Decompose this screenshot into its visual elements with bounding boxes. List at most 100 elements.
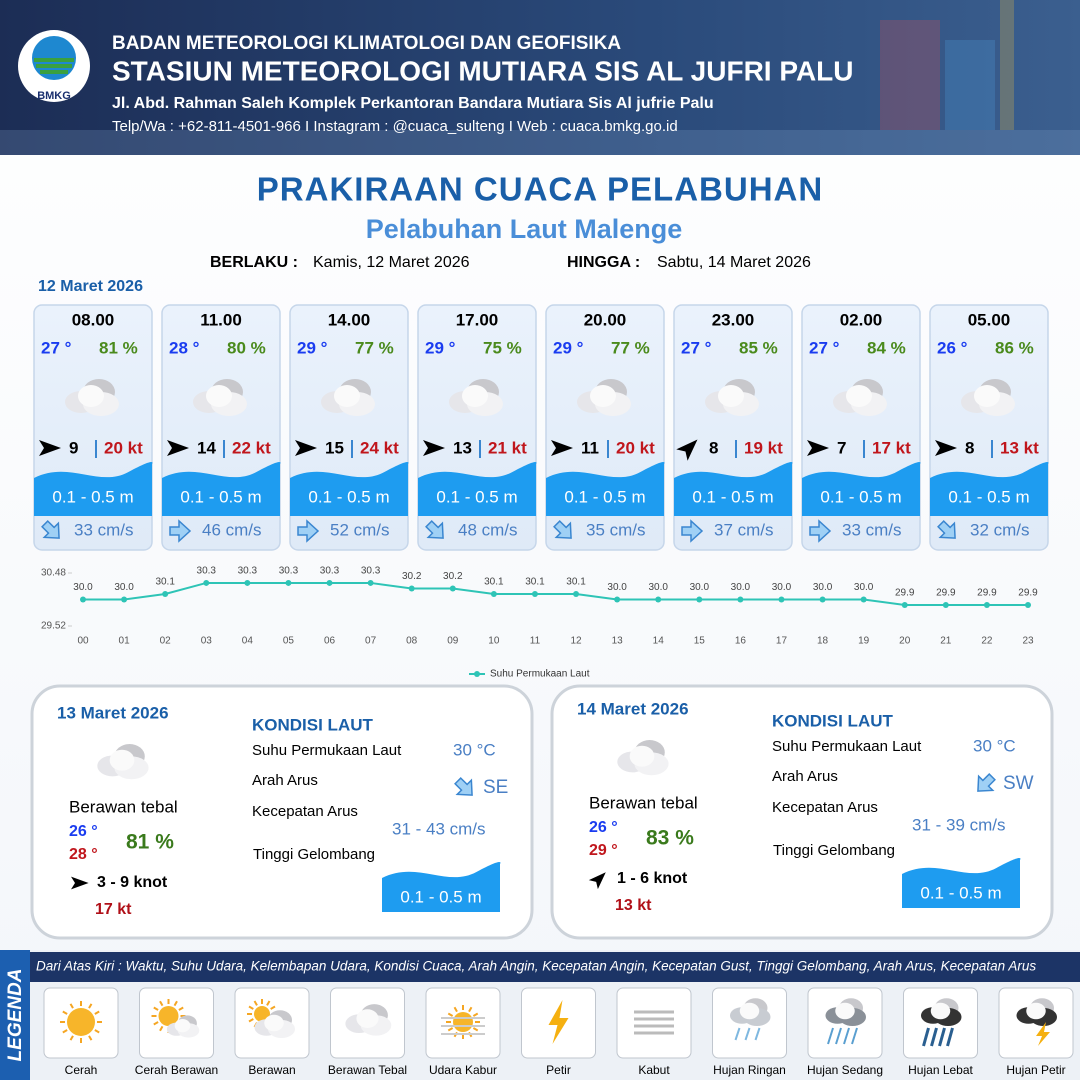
current-arrow bbox=[937, 520, 956, 539]
legend-title: LEGENDA bbox=[5, 969, 26, 1062]
value-label: 30.0 bbox=[648, 582, 668, 593]
sst-point bbox=[203, 579, 210, 586]
direction-arrow bbox=[71, 876, 89, 890]
sst-line bbox=[83, 581, 1028, 607]
sun-ray bbox=[94, 1029, 100, 1034]
x-tick-label: 19 bbox=[858, 636, 870, 647]
value-label: 30.0 bbox=[731, 582, 751, 593]
sst-point bbox=[942, 602, 949, 609]
value-label: 29.9 bbox=[936, 588, 956, 599]
direction-arrow bbox=[676, 439, 698, 461]
value-label: 30.0 bbox=[813, 582, 833, 593]
slot-current: 33 cm/s bbox=[74, 520, 134, 539]
slot-wind: 8 bbox=[709, 438, 718, 457]
agency: BADAN METEOROLOGI KLIMATOLOGI DAN GEOFIS… bbox=[112, 33, 621, 54]
cloud-part bbox=[356, 1009, 379, 1028]
sun-disc bbox=[158, 1006, 179, 1026]
wave-area bbox=[34, 462, 153, 516]
sun-ray bbox=[159, 1025, 164, 1032]
current-arrow bbox=[169, 519, 192, 543]
sun-ray bbox=[447, 1012, 454, 1017]
rain bbox=[744, 1027, 751, 1041]
day-gust: 17 kt bbox=[95, 901, 132, 918]
value-label: 30.3 bbox=[197, 566, 217, 577]
slot-gust: 20 kt bbox=[104, 438, 143, 457]
x-tick-label: 00 bbox=[77, 636, 89, 647]
day-weather: Berawan tebal bbox=[69, 797, 178, 816]
rain bbox=[827, 1027, 834, 1045]
weather-icon bbox=[617, 740, 669, 776]
x-tick-label: 14 bbox=[653, 636, 665, 647]
x-tick-label: 01 bbox=[119, 636, 131, 647]
slot-wind: 14 bbox=[197, 438, 216, 457]
sst-point bbox=[1025, 602, 1031, 609]
value-label: 30.0 bbox=[114, 582, 134, 593]
rain bbox=[930, 1027, 938, 1047]
sun-ray bbox=[253, 1000, 258, 1006]
day-temp-max: 28 ° bbox=[69, 846, 98, 863]
x-tick-label: 12 bbox=[570, 636, 582, 647]
slot-time: 23.00 bbox=[712, 310, 755, 329]
day-wave-value: 0.1 - 0.5 m bbox=[400, 887, 481, 906]
day-temp-max: 29 ° bbox=[589, 842, 618, 859]
slot-wave: 0.1 - 0.5 m bbox=[180, 487, 261, 506]
slot-wave: 0.1 - 0.5 m bbox=[436, 487, 517, 506]
weather-icon bbox=[449, 379, 503, 416]
sst-point bbox=[244, 579, 251, 586]
y-tick-label: 30.48 bbox=[41, 568, 66, 579]
legend-item-label: Berawan bbox=[248, 1063, 295, 1077]
rain bbox=[851, 1027, 858, 1045]
sun-ray bbox=[69, 1003, 74, 1009]
slot-wave: 0.1 - 0.5 m bbox=[52, 487, 133, 506]
day1-date: 12 Maret 2026 bbox=[38, 278, 143, 295]
weather-icon bbox=[705, 379, 759, 416]
sun-ray bbox=[248, 1005, 254, 1010]
value-label: 30.3 bbox=[361, 566, 381, 577]
bolt bbox=[548, 1000, 569, 1044]
day-temp-min: 26 ° bbox=[69, 823, 98, 840]
cloud-part bbox=[1026, 1002, 1046, 1020]
speed-label: Kecepatan Arus bbox=[772, 799, 878, 816]
legend-entry: Suhu Permukaan Laut bbox=[490, 669, 590, 680]
cloud-part bbox=[264, 1014, 284, 1032]
current-arrow bbox=[425, 520, 444, 539]
value-label: 30.0 bbox=[607, 582, 627, 593]
rain bbox=[754, 1027, 761, 1041]
sun-disc bbox=[453, 1012, 473, 1032]
day-heading: KONDISI LAUT bbox=[772, 711, 894, 730]
value-label: 30.3 bbox=[320, 566, 340, 577]
speed-value: 31 - 43 cm/s bbox=[392, 819, 486, 838]
slot-time: 14.00 bbox=[328, 310, 371, 329]
sun-ray bbox=[472, 1027, 479, 1032]
slot-current: 35 cm/s bbox=[586, 520, 646, 539]
legend-swatch-dot bbox=[474, 671, 480, 677]
direction-arrow bbox=[807, 440, 829, 456]
weather-icon bbox=[833, 379, 887, 416]
legend-item-label: Berawan Tebal bbox=[328, 1063, 407, 1077]
slot-gust: 22 kt bbox=[232, 438, 271, 457]
slot-humidity: 80 % bbox=[227, 338, 266, 357]
y-tick-label: 29.52 bbox=[41, 621, 66, 632]
dir-label: Arah Arus bbox=[772, 768, 838, 785]
sst-point bbox=[573, 590, 580, 597]
to-label: HINGGA : bbox=[567, 254, 640, 271]
weather-icon bbox=[825, 998, 866, 1026]
value-label: 30.3 bbox=[238, 566, 258, 577]
slot-wind: 11 bbox=[581, 438, 599, 457]
cloud-part bbox=[930, 1002, 951, 1020]
from-label: BERLAKU : bbox=[210, 254, 298, 271]
slot-wave: 0.1 - 0.5 m bbox=[692, 487, 773, 506]
slot-wind: 15 bbox=[325, 438, 344, 457]
sun-ray bbox=[270, 1005, 276, 1010]
contact: Telp/Wa : +62-811-4501-966 I Instagram :… bbox=[112, 118, 678, 135]
direction-arrow bbox=[39, 440, 61, 456]
to-date: Sabtu, 14 Maret 2026 bbox=[657, 254, 811, 271]
sun-ray bbox=[153, 1021, 159, 1026]
current-arrow bbox=[681, 519, 704, 543]
speed-value: 31 - 39 cm/s bbox=[912, 815, 1006, 834]
sst-point bbox=[162, 590, 169, 597]
legend-item-label: Cerah bbox=[65, 1063, 98, 1077]
current-arrow bbox=[454, 777, 473, 796]
slot-time: 20.00 bbox=[584, 310, 627, 329]
